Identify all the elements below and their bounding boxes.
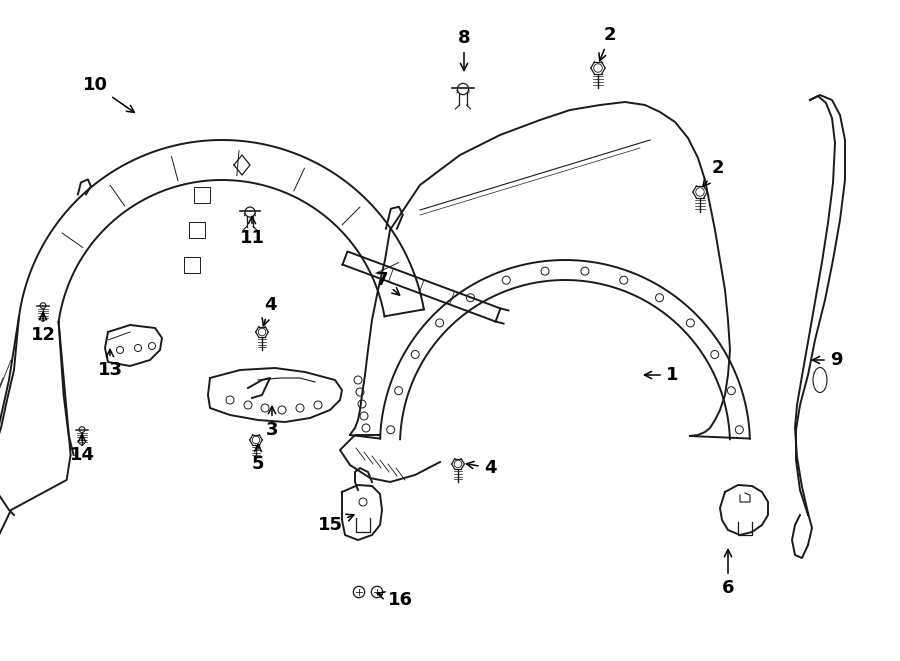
Text: 4: 4 bbox=[262, 296, 276, 326]
Bar bbox=[194, 187, 210, 203]
Text: 2: 2 bbox=[703, 159, 724, 186]
Text: 10: 10 bbox=[83, 76, 134, 112]
Text: 6: 6 bbox=[722, 549, 734, 597]
Text: 3: 3 bbox=[266, 407, 278, 439]
Text: 15: 15 bbox=[318, 514, 354, 534]
Text: 13: 13 bbox=[97, 350, 122, 379]
Text: 12: 12 bbox=[31, 313, 56, 344]
Text: 1: 1 bbox=[644, 366, 679, 384]
Text: 2: 2 bbox=[599, 26, 616, 61]
Text: 9: 9 bbox=[813, 351, 842, 369]
Text: 14: 14 bbox=[69, 434, 94, 464]
Bar bbox=[184, 257, 200, 273]
Text: 4: 4 bbox=[466, 459, 496, 477]
Text: 7: 7 bbox=[376, 271, 400, 295]
Text: 8: 8 bbox=[458, 29, 471, 71]
Bar bbox=[189, 222, 205, 238]
Text: 11: 11 bbox=[239, 217, 265, 247]
Text: 5: 5 bbox=[252, 444, 265, 473]
Text: 16: 16 bbox=[377, 591, 412, 609]
